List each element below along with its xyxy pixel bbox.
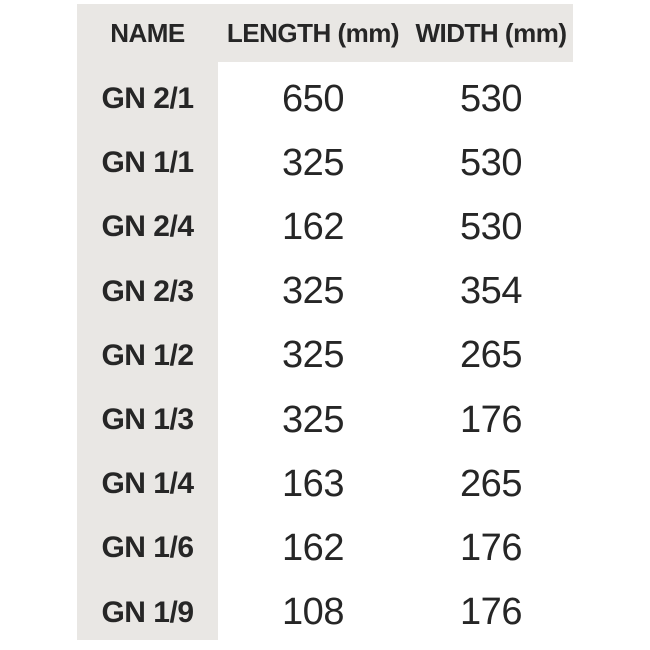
row-name-cell: GN 1/4 <box>101 467 194 501</box>
row-length-cell: 163 <box>282 462 344 505</box>
row-width-cell: 530 <box>460 205 522 248</box>
column-header-width: WIDTH (mm) <box>415 17 567 48</box>
name-column-band <box>77 4 218 640</box>
row-length-cell: 162 <box>282 526 344 569</box>
row-length-cell: 325 <box>282 398 344 441</box>
row-length-cell: 162 <box>282 205 344 248</box>
row-name-cell: GN 1/2 <box>101 338 194 372</box>
row-name-cell: GN 2/4 <box>101 210 194 244</box>
row-name-cell: GN 1/1 <box>101 146 194 180</box>
row-width-cell: 176 <box>460 398 522 441</box>
row-length-cell: 650 <box>282 77 344 120</box>
row-name-cell: GN 1/3 <box>101 403 194 437</box>
row-name-cell: GN 2/3 <box>101 274 194 308</box>
size-table: NAME LENGTH (mm) WIDTH (mm) GN 2/1 650 530… <box>77 4 574 640</box>
row-name-cell: GN 1/6 <box>101 531 194 565</box>
row-width-cell: 265 <box>460 334 522 377</box>
row-width-cell: 530 <box>460 77 522 120</box>
row-width-cell: 176 <box>460 526 522 569</box>
row-name-cell: GN 2/1 <box>101 82 194 116</box>
row-length-cell: 108 <box>282 591 344 634</box>
row-name-cell: GN 1/9 <box>101 595 194 629</box>
row-length-cell: 325 <box>282 270 344 313</box>
row-width-cell: 265 <box>460 462 522 505</box>
row-width-cell: 530 <box>460 141 522 184</box>
column-header-length: LENGTH (mm) <box>226 17 400 48</box>
row-width-cell: 176 <box>460 591 522 634</box>
row-length-cell: 325 <box>282 141 344 184</box>
row-length-cell: 325 <box>282 334 344 377</box>
column-header-name: NAME <box>110 17 185 48</box>
row-width-cell: 354 <box>460 270 522 313</box>
